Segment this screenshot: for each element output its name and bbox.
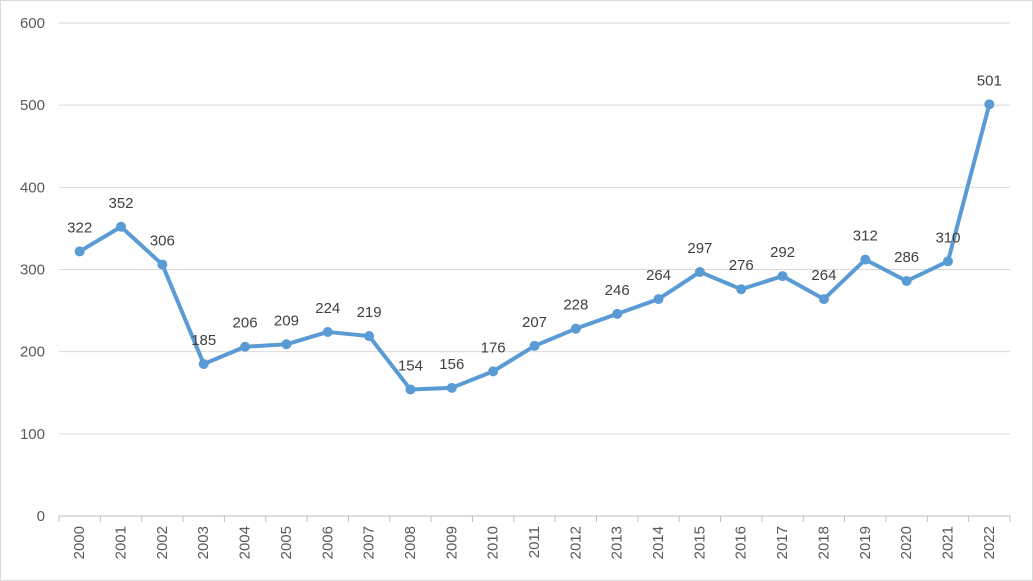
data-label: 219 [357, 304, 382, 321]
data-point [612, 308, 623, 319]
data-point [694, 266, 705, 277]
y-tick-label: 400 [20, 179, 45, 196]
data-points [74, 99, 995, 395]
data-label: 185 [191, 332, 216, 349]
data-point [653, 294, 664, 305]
x-tick-label: 2019 [857, 526, 874, 559]
gridlines [58, 22, 1011, 522]
data-point [818, 294, 829, 305]
x-tick-label: 2000 [71, 526, 88, 559]
x-tick-label: 2011 [526, 526, 543, 558]
x-tick-label: 2005 [278, 526, 295, 559]
data-label: 322 [67, 219, 92, 236]
data-point [157, 259, 168, 270]
y-tick-label: 100 [20, 426, 45, 443]
data-label: 276 [729, 257, 754, 274]
data-label: 306 [150, 233, 175, 250]
x-tick-label: 2015 [691, 526, 708, 559]
data-label: 297 [687, 240, 712, 257]
data-label: 156 [439, 356, 464, 373]
x-tick-label: 2022 [981, 526, 998, 559]
y-tick-label: 300 [20, 262, 45, 279]
data-point [777, 271, 788, 282]
data-label: 224 [315, 300, 340, 317]
data-label: 264 [646, 267, 671, 284]
data-point [446, 382, 457, 393]
y-tick-label: 200 [20, 344, 45, 361]
y-tick-label: 0 [37, 508, 45, 525]
data-point [860, 254, 871, 265]
data-point [984, 99, 995, 110]
data-label: 176 [481, 339, 506, 356]
y-tick-label: 600 [20, 15, 45, 32]
data-point [942, 256, 953, 267]
x-tick-label: 2020 [898, 526, 915, 559]
data-label: 292 [770, 244, 795, 261]
data-labels: 322 352 306 185 206 209 224 219 154 156 176 207 228 2… [67, 72, 1002, 374]
data-label: 310 [935, 229, 960, 246]
data-point [116, 221, 127, 232]
data-label: 228 [563, 297, 588, 314]
data-point [488, 366, 499, 377]
data-point [405, 384, 416, 395]
x-tick-label: 2014 [650, 526, 667, 559]
x-tick-label: 2004 [237, 526, 254, 559]
y-tick-label: 500 [20, 97, 45, 114]
data-label: 207 [522, 314, 547, 331]
data-point [74, 246, 85, 257]
data-point [240, 341, 251, 352]
data-label: 286 [894, 249, 919, 266]
data-point [529, 340, 540, 351]
x-tick-label: 2002 [154, 526, 171, 559]
data-label: 206 [233, 315, 258, 332]
x-tick-label: 2016 [733, 526, 750, 559]
x-tick-label: 2012 [567, 526, 584, 559]
data-point [901, 276, 912, 287]
data-label: 246 [605, 282, 630, 299]
x-tick-label: 2001 [113, 526, 130, 559]
data-point [736, 284, 747, 295]
x-tick-label: 2021 [939, 526, 956, 559]
x-tick-label: 2003 [195, 526, 212, 559]
data-point [570, 323, 581, 334]
x-tick-label: 2010 [485, 526, 502, 559]
data-point [281, 339, 292, 350]
x-tick-label: 2018 [815, 526, 832, 559]
data-point [198, 358, 209, 369]
x-tick-label: 2009 [443, 526, 460, 559]
y-axis-tick-labels: 0 100 200 300 400 500 600 [20, 15, 45, 525]
x-tick-label: 2013 [609, 526, 626, 559]
data-label: 264 [811, 267, 836, 284]
data-point [364, 331, 375, 342]
x-tick-label: 2006 [319, 526, 336, 559]
x-tick-label: 2017 [774, 526, 791, 559]
data-label: 209 [274, 312, 299, 329]
x-axis-tick-labels: 2000 2001 2002 2003 2004 2005 2006 2007 2008 2009… [71, 526, 998, 559]
data-label: 352 [109, 195, 134, 212]
data-label: 154 [398, 357, 423, 374]
x-tick-label: 2008 [402, 526, 419, 559]
data-label: 312 [853, 228, 878, 245]
data-point [322, 326, 333, 337]
data-label: 501 [977, 72, 1002, 89]
x-tick-label: 2007 [361, 526, 378, 559]
